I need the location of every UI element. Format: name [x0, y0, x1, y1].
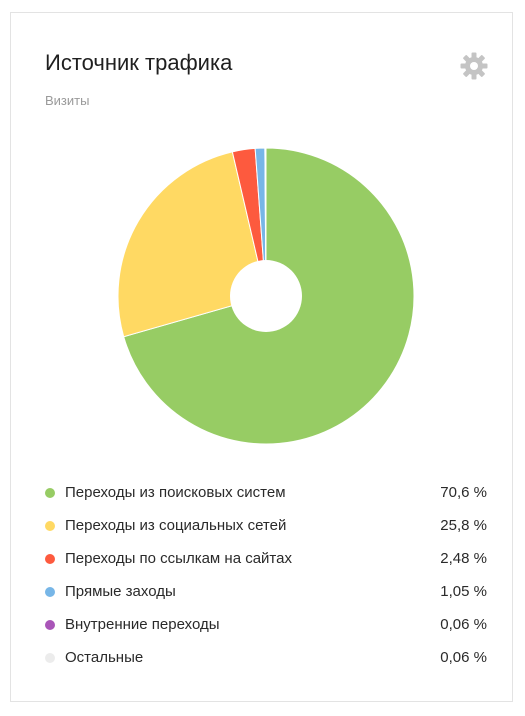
legend-value: 25,8 % [440, 517, 487, 534]
legend-value: 0,06 % [440, 649, 487, 666]
legend-label: Внутренние переходы [65, 616, 220, 633]
legend-label: Переходы из социальных сетей [65, 517, 287, 534]
legend-color-dot [45, 652, 55, 663]
legend-color-dot [45, 619, 55, 630]
gear-icon[interactable] [459, 51, 489, 81]
legend-value: 0,06 % [440, 616, 487, 633]
legend-value: 70,6 % [440, 484, 487, 501]
pie-slice[interactable] [117, 151, 267, 338]
legend-item[interactable]: Остальные 0,06 % [45, 641, 487, 674]
legend-color-dot [45, 553, 55, 564]
donut-chart [117, 147, 415, 445]
card-title: Источник трафика [45, 50, 233, 75]
legend-item[interactable]: Переходы из поисковых систем 70,6 % [45, 476, 487, 509]
legend-label: Прямые заходы [65, 583, 176, 600]
legend-label: Остальные [65, 649, 144, 666]
pie-slice[interactable] [264, 147, 267, 297]
legend-item[interactable]: Прямые заходы 1,05 % [45, 575, 487, 608]
chart-legend: Переходы из поисковых систем 70,6 % Перехо… [45, 476, 487, 674]
legend-color-dot [45, 520, 55, 531]
legend-item[interactable]: Внутренние переходы 0,06 % [45, 608, 487, 641]
donut-hole [230, 260, 302, 332]
legend-item[interactable]: Переходы из социальных сетей 25,8 % [45, 509, 487, 542]
traffic-source-card: Источник трафика Визиты Переходы из поис… [10, 12, 513, 702]
legend-color-dot [45, 586, 55, 597]
legend-label: Переходы из поисковых систем [65, 484, 286, 501]
legend-value: 2,48 % [440, 550, 487, 567]
legend-color-dot [45, 487, 55, 498]
legend-value: 1,05 % [440, 583, 487, 600]
legend-label: Переходы по ссылкам на сайтах [65, 550, 292, 567]
card-subtitle: Визиты [45, 93, 90, 108]
legend-item[interactable]: Переходы по ссылкам на сайтах 2,48 % [45, 542, 487, 575]
